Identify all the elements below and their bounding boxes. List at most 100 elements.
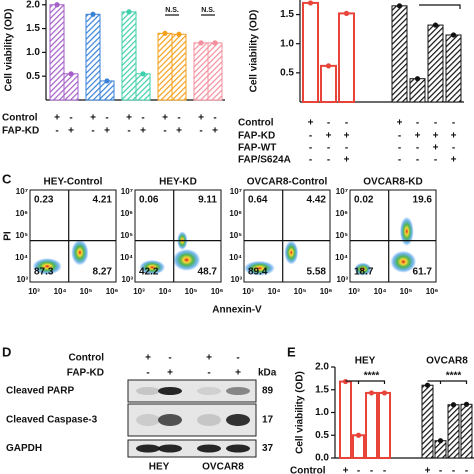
density-cloud <box>139 259 166 275</box>
row-sign: - <box>370 466 373 474</box>
y-tick-label: 10³ <box>121 275 133 284</box>
quadrant-value: 89.4 <box>248 267 268 278</box>
density-cloud <box>284 240 299 265</box>
x-tick-label: 10⁵ <box>294 287 307 296</box>
y-tick-label: 10⁵ <box>335 231 348 240</box>
row-sign: - <box>69 113 72 124</box>
quadrant-value: 8.27 <box>93 267 113 278</box>
row-sign: - <box>55 126 58 137</box>
band-kda: 17 <box>262 415 274 426</box>
y-tick-label: 10⁵ <box>15 231 28 240</box>
bar <box>391 5 408 103</box>
y-tick-label: 0.5 <box>315 430 329 441</box>
row-sign: - <box>345 118 348 129</box>
density-cloud <box>399 216 414 247</box>
density-cloud <box>32 258 62 275</box>
row-sign: + <box>451 155 457 166</box>
row-sign: - <box>309 155 312 166</box>
row-label: Control <box>2 113 38 124</box>
row-sign: - <box>452 118 455 129</box>
band-label: GAPDH <box>6 443 42 454</box>
annotation: **** <box>446 371 462 382</box>
bracket <box>427 380 468 384</box>
data-point <box>343 10 350 17</box>
row-sign: - <box>345 143 348 154</box>
row-sign: + <box>206 353 212 364</box>
band <box>226 444 250 453</box>
bar <box>378 391 391 459</box>
row-sign: - <box>398 143 401 154</box>
bar <box>99 80 115 101</box>
bar <box>352 434 365 459</box>
band <box>226 387 250 395</box>
band-kda: 37 <box>262 443 274 454</box>
bar <box>365 391 378 459</box>
data-point <box>450 32 457 38</box>
y-tick-label: 1.0 <box>26 47 40 58</box>
bar <box>427 24 444 103</box>
x-tick-label: 10³ <box>242 287 254 296</box>
data-point <box>381 390 388 396</box>
y-axis-label: Cell viability (OD) <box>4 9 15 92</box>
band <box>136 414 160 426</box>
row-sign: - <box>465 466 468 474</box>
quadrant-value: 48.7 <box>198 267 218 278</box>
row-sign: - <box>452 143 455 154</box>
plot-title: HEY-KD <box>159 177 197 188</box>
y-tick-label: 10⁶ <box>120 209 133 218</box>
data-point <box>450 402 457 408</box>
x-tick-label: 10³ <box>28 287 40 296</box>
bar <box>135 73 151 101</box>
quadrant-value: 0.64 <box>248 195 268 206</box>
y-tick-label: 1.5 <box>26 23 40 34</box>
quadrant-value: 0.23 <box>34 195 54 206</box>
y-tick-label: 0.5 <box>280 67 294 78</box>
data-point <box>54 2 60 8</box>
y-tick-label: 10⁷ <box>121 187 133 196</box>
row-sign: - <box>383 466 386 474</box>
row-sign: - <box>141 113 144 124</box>
y-tick-label: 10³ <box>16 275 28 284</box>
density-cloud <box>354 262 372 276</box>
band <box>226 414 250 426</box>
x-tick-label: 10⁵ <box>185 287 198 296</box>
bar <box>157 32 173 101</box>
data-point <box>104 78 110 84</box>
x-tick-label: 10⁴ <box>268 287 281 296</box>
band <box>136 387 160 395</box>
row-sign: - <box>439 466 442 474</box>
row-sign: - <box>309 143 312 154</box>
row-sign: + <box>344 131 350 142</box>
quadrant-value: 42.2 <box>139 267 159 278</box>
bar <box>85 13 101 101</box>
bar <box>320 64 337 103</box>
density-cloud <box>172 248 201 271</box>
row-sign: - <box>357 466 360 474</box>
row-sign: - <box>327 143 330 154</box>
row-sign: - <box>434 155 437 166</box>
band <box>136 444 160 453</box>
data-point <box>90 11 96 17</box>
row-sign: - <box>398 131 401 142</box>
row-sign: + <box>212 126 218 137</box>
data-point <box>432 22 439 28</box>
data-point <box>176 31 182 37</box>
row-sign: + <box>433 131 439 142</box>
x-tick-label: 10⁶ <box>320 287 333 296</box>
y-tick-label: 1.0 <box>315 407 329 418</box>
row-sign: - <box>327 155 330 166</box>
y-tick-label: 10⁷ <box>230 187 242 196</box>
row-sign: - <box>416 143 419 154</box>
data-point <box>355 432 362 438</box>
blot-strip <box>127 439 257 458</box>
band <box>158 387 182 395</box>
row-sign: - <box>416 118 419 129</box>
quadrant-value: 0.06 <box>139 195 159 206</box>
row-sign: + <box>140 126 146 137</box>
y-tick-label: 2.0 <box>26 0 40 10</box>
panel-letter: C <box>2 171 12 186</box>
bar <box>421 384 434 459</box>
quadrant-value: 4.21 <box>93 195 113 206</box>
cell-line: HEY <box>149 462 170 473</box>
